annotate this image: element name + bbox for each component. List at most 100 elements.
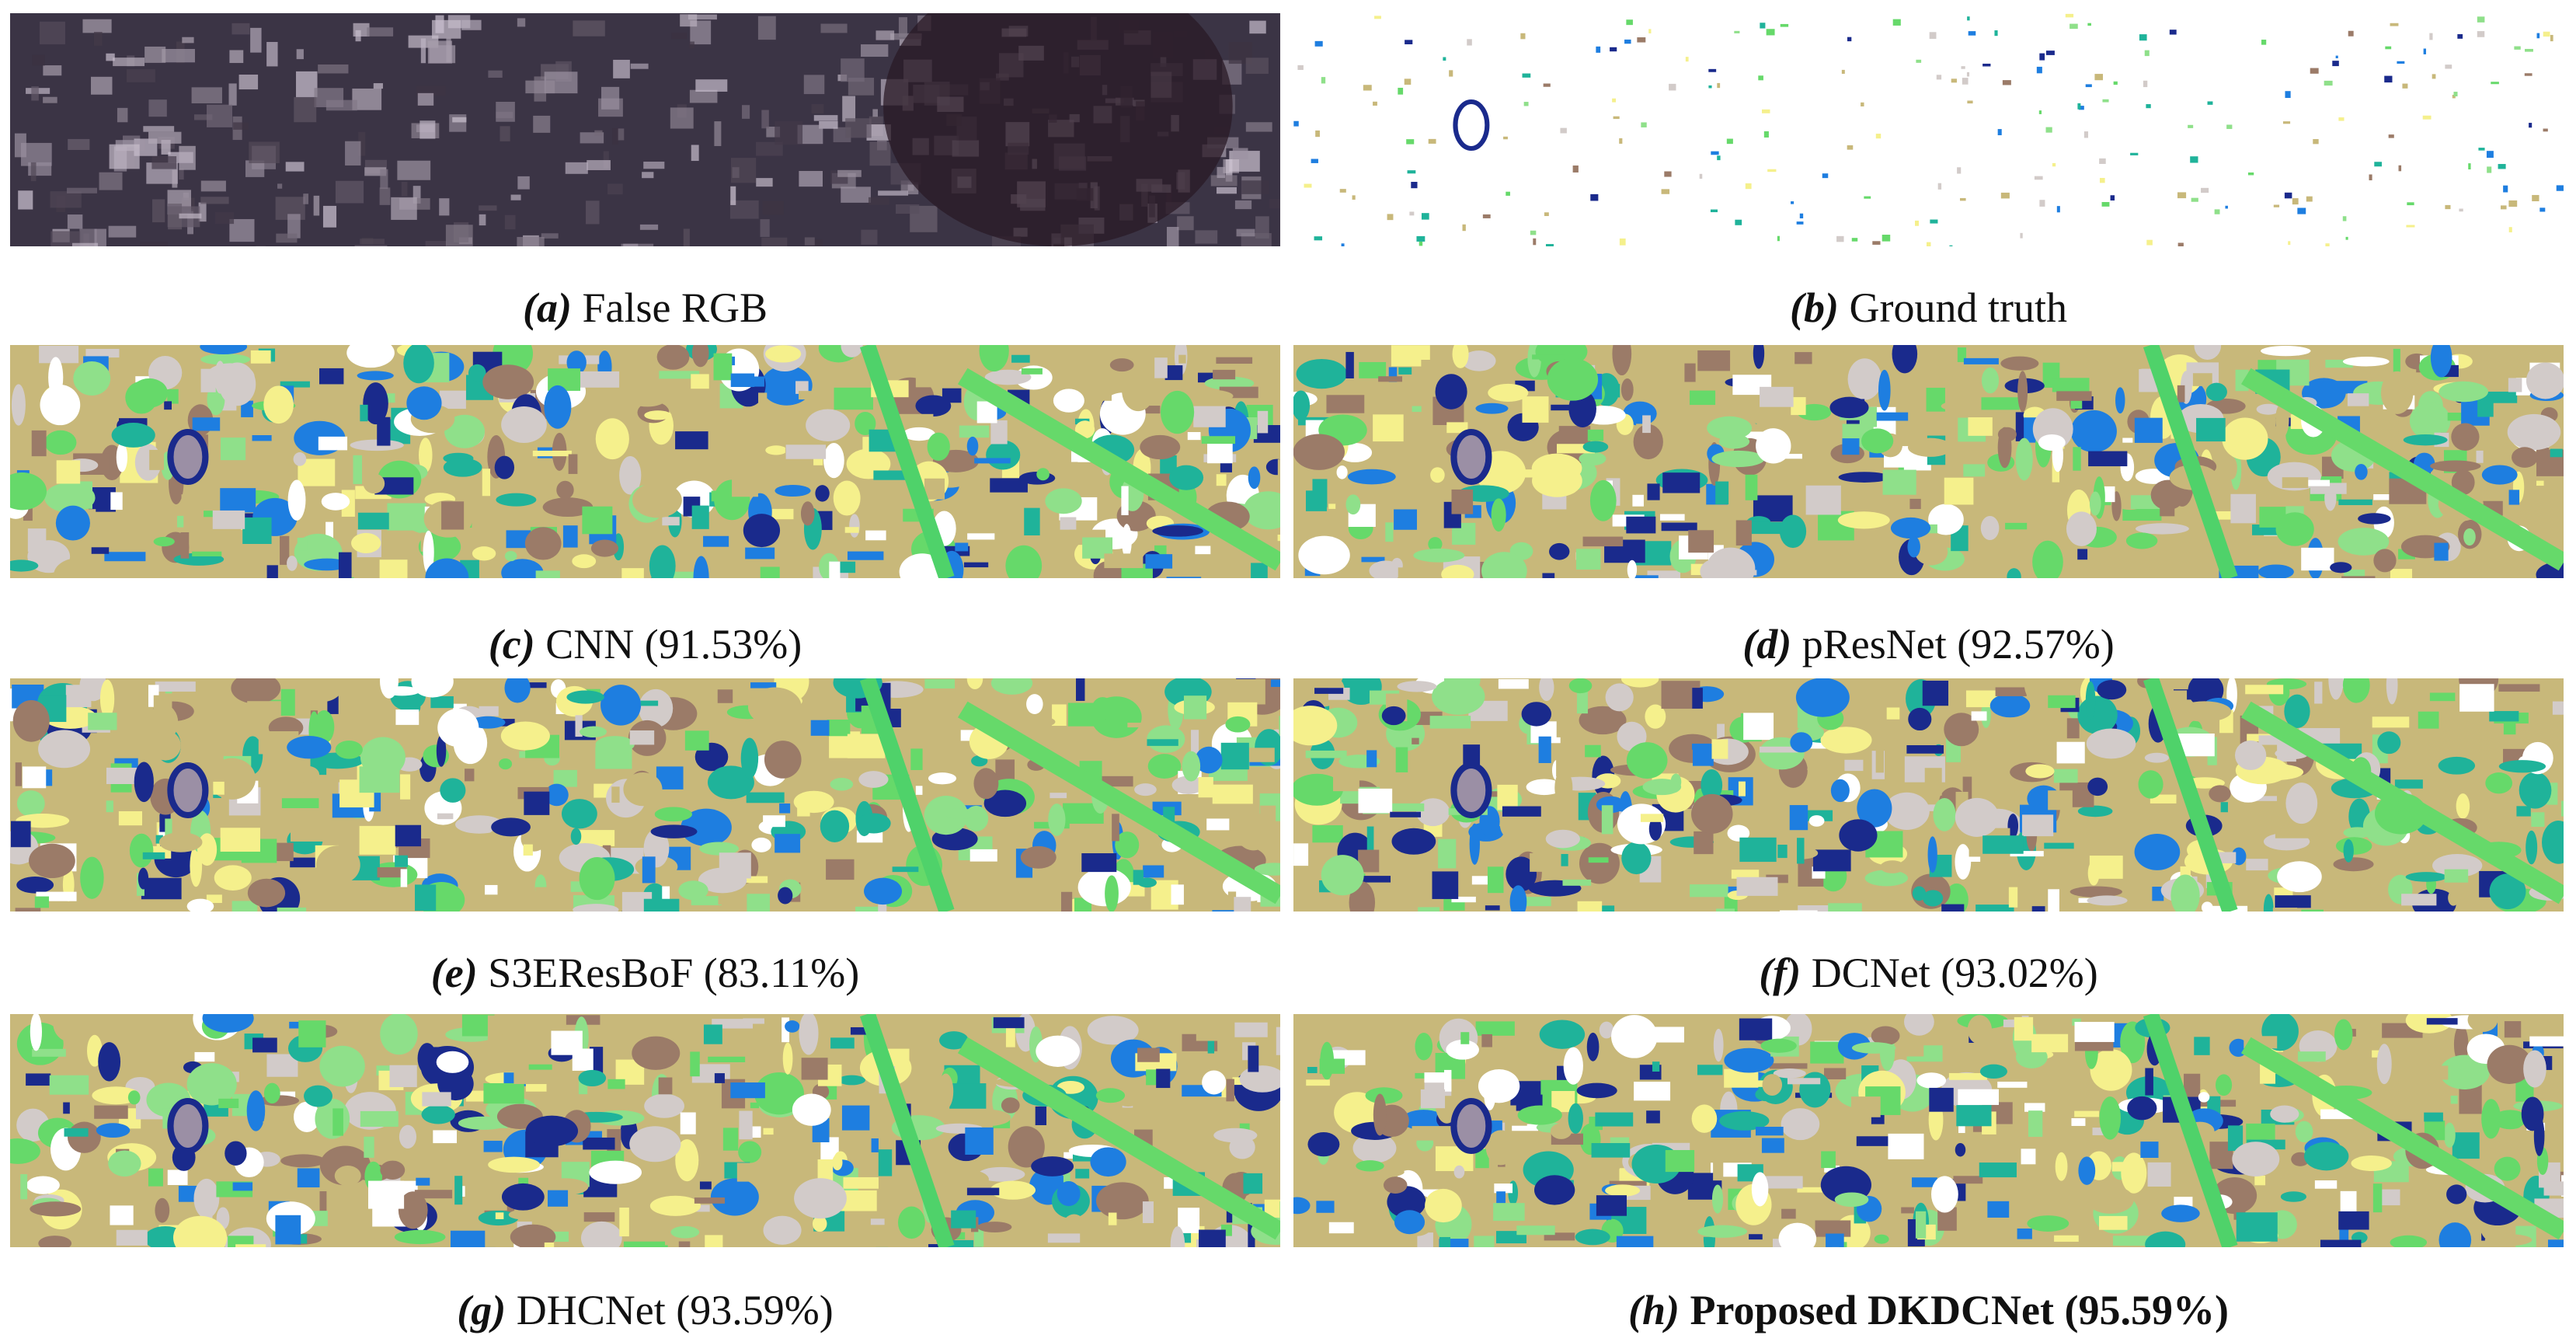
class-patch <box>1554 769 1573 806</box>
image-patch <box>461 19 482 30</box>
image-patch <box>841 58 865 82</box>
class-patch <box>1314 688 1344 694</box>
class-patch <box>590 539 619 557</box>
class-patch <box>186 1063 237 1106</box>
class-patch <box>2403 434 2448 446</box>
class-patch <box>85 509 96 515</box>
class-patch <box>99 679 115 719</box>
class-patch <box>218 1098 239 1108</box>
class-patch <box>1307 1131 1340 1157</box>
label-pixel <box>1406 139 1415 145</box>
class-patch <box>1438 838 1457 869</box>
class-patch <box>1139 406 1161 414</box>
class-patch <box>357 371 394 381</box>
class-patch <box>1057 1181 1081 1207</box>
class-patch <box>180 532 190 559</box>
classification-map <box>1293 345 2564 578</box>
class-patch <box>1739 1018 1773 1040</box>
class-patch <box>468 364 486 382</box>
class-patch <box>844 527 859 533</box>
class-patch <box>313 710 335 744</box>
class-patch <box>10 345 23 379</box>
class-patch <box>973 1228 984 1247</box>
image-patch <box>379 187 391 205</box>
class-patch <box>111 423 155 448</box>
class-patch <box>1601 805 1613 835</box>
stadium <box>1450 762 1492 818</box>
class-patch <box>301 678 344 702</box>
class-patch <box>325 896 371 912</box>
class-patch <box>200 368 216 392</box>
label-pixel <box>2169 30 2177 35</box>
class-patch <box>1008 1126 1045 1168</box>
class-patch <box>1412 406 1422 413</box>
image-patch <box>228 83 237 106</box>
class-patch <box>1024 507 1040 536</box>
class-patch <box>1140 434 1181 460</box>
class-patch <box>942 1239 974 1247</box>
image-patch <box>198 202 207 222</box>
road <box>2143 345 2238 578</box>
image-patch <box>573 20 605 37</box>
class-patch <box>510 1224 556 1247</box>
class-patch <box>1647 570 1681 578</box>
class-patch <box>1306 1079 1330 1086</box>
class-patch <box>1755 1127 1784 1136</box>
class-patch <box>319 1190 327 1219</box>
class-patch <box>1955 1143 1966 1157</box>
class-patch <box>1648 817 1662 841</box>
image-patch <box>40 21 65 45</box>
class-patch <box>2074 1040 2114 1051</box>
panel-caption: (e) S3EResBoF (83.11%) <box>10 950 1280 996</box>
class-patch <box>513 1070 549 1085</box>
class-patch <box>2234 740 2267 771</box>
label-pixel <box>1915 220 1920 226</box>
class-patch <box>1995 687 2027 696</box>
class-patch <box>1254 863 1280 876</box>
class-patch <box>544 385 572 429</box>
class-patch <box>1137 1047 1160 1062</box>
class-patch <box>2000 356 2039 371</box>
class-patch <box>2198 1092 2210 1103</box>
class-patch <box>2078 1233 2112 1247</box>
class-patch <box>332 391 356 425</box>
class-patch <box>1526 779 1563 796</box>
class-patch <box>1955 797 2000 837</box>
class-patch <box>298 1020 326 1047</box>
label-pixel <box>2188 124 2194 128</box>
class-patch <box>2048 695 2076 709</box>
class-patch <box>2507 413 2561 451</box>
class-patch <box>1847 358 1882 400</box>
class-patch <box>656 345 690 370</box>
label-pixel <box>2306 196 2313 202</box>
label-pixel <box>1968 31 1976 36</box>
label-pixel <box>1352 195 1356 200</box>
image-patch <box>151 156 177 169</box>
label-pixel <box>2508 227 2512 232</box>
class-patch <box>496 493 537 507</box>
class-patch <box>1461 350 1496 371</box>
class-patch <box>186 898 214 912</box>
label-pixel <box>1626 19 1633 26</box>
class-patch <box>1941 400 1986 412</box>
class-patch <box>1609 1180 1647 1187</box>
label-pixel <box>2406 225 2415 228</box>
class-patch <box>1953 1176 1983 1184</box>
class-patch <box>765 445 787 455</box>
label-pixel <box>1467 39 1472 46</box>
class-patch <box>658 1077 673 1095</box>
class-patch <box>823 442 844 479</box>
road <box>859 678 955 912</box>
label-pixel <box>2374 162 2383 167</box>
class-patch <box>1421 360 1436 368</box>
class-patch <box>1494 1183 1513 1194</box>
class-patch <box>1452 345 1469 368</box>
label-pixel <box>1624 39 1631 44</box>
image-patch <box>295 71 318 98</box>
class-patch <box>26 1176 60 1194</box>
label-pixel <box>2207 101 2213 105</box>
caption-text: DCNet (93.02%) <box>1811 950 2098 996</box>
class-patch <box>2122 437 2133 443</box>
image-patch <box>168 204 183 230</box>
class-patch <box>2087 860 2100 886</box>
